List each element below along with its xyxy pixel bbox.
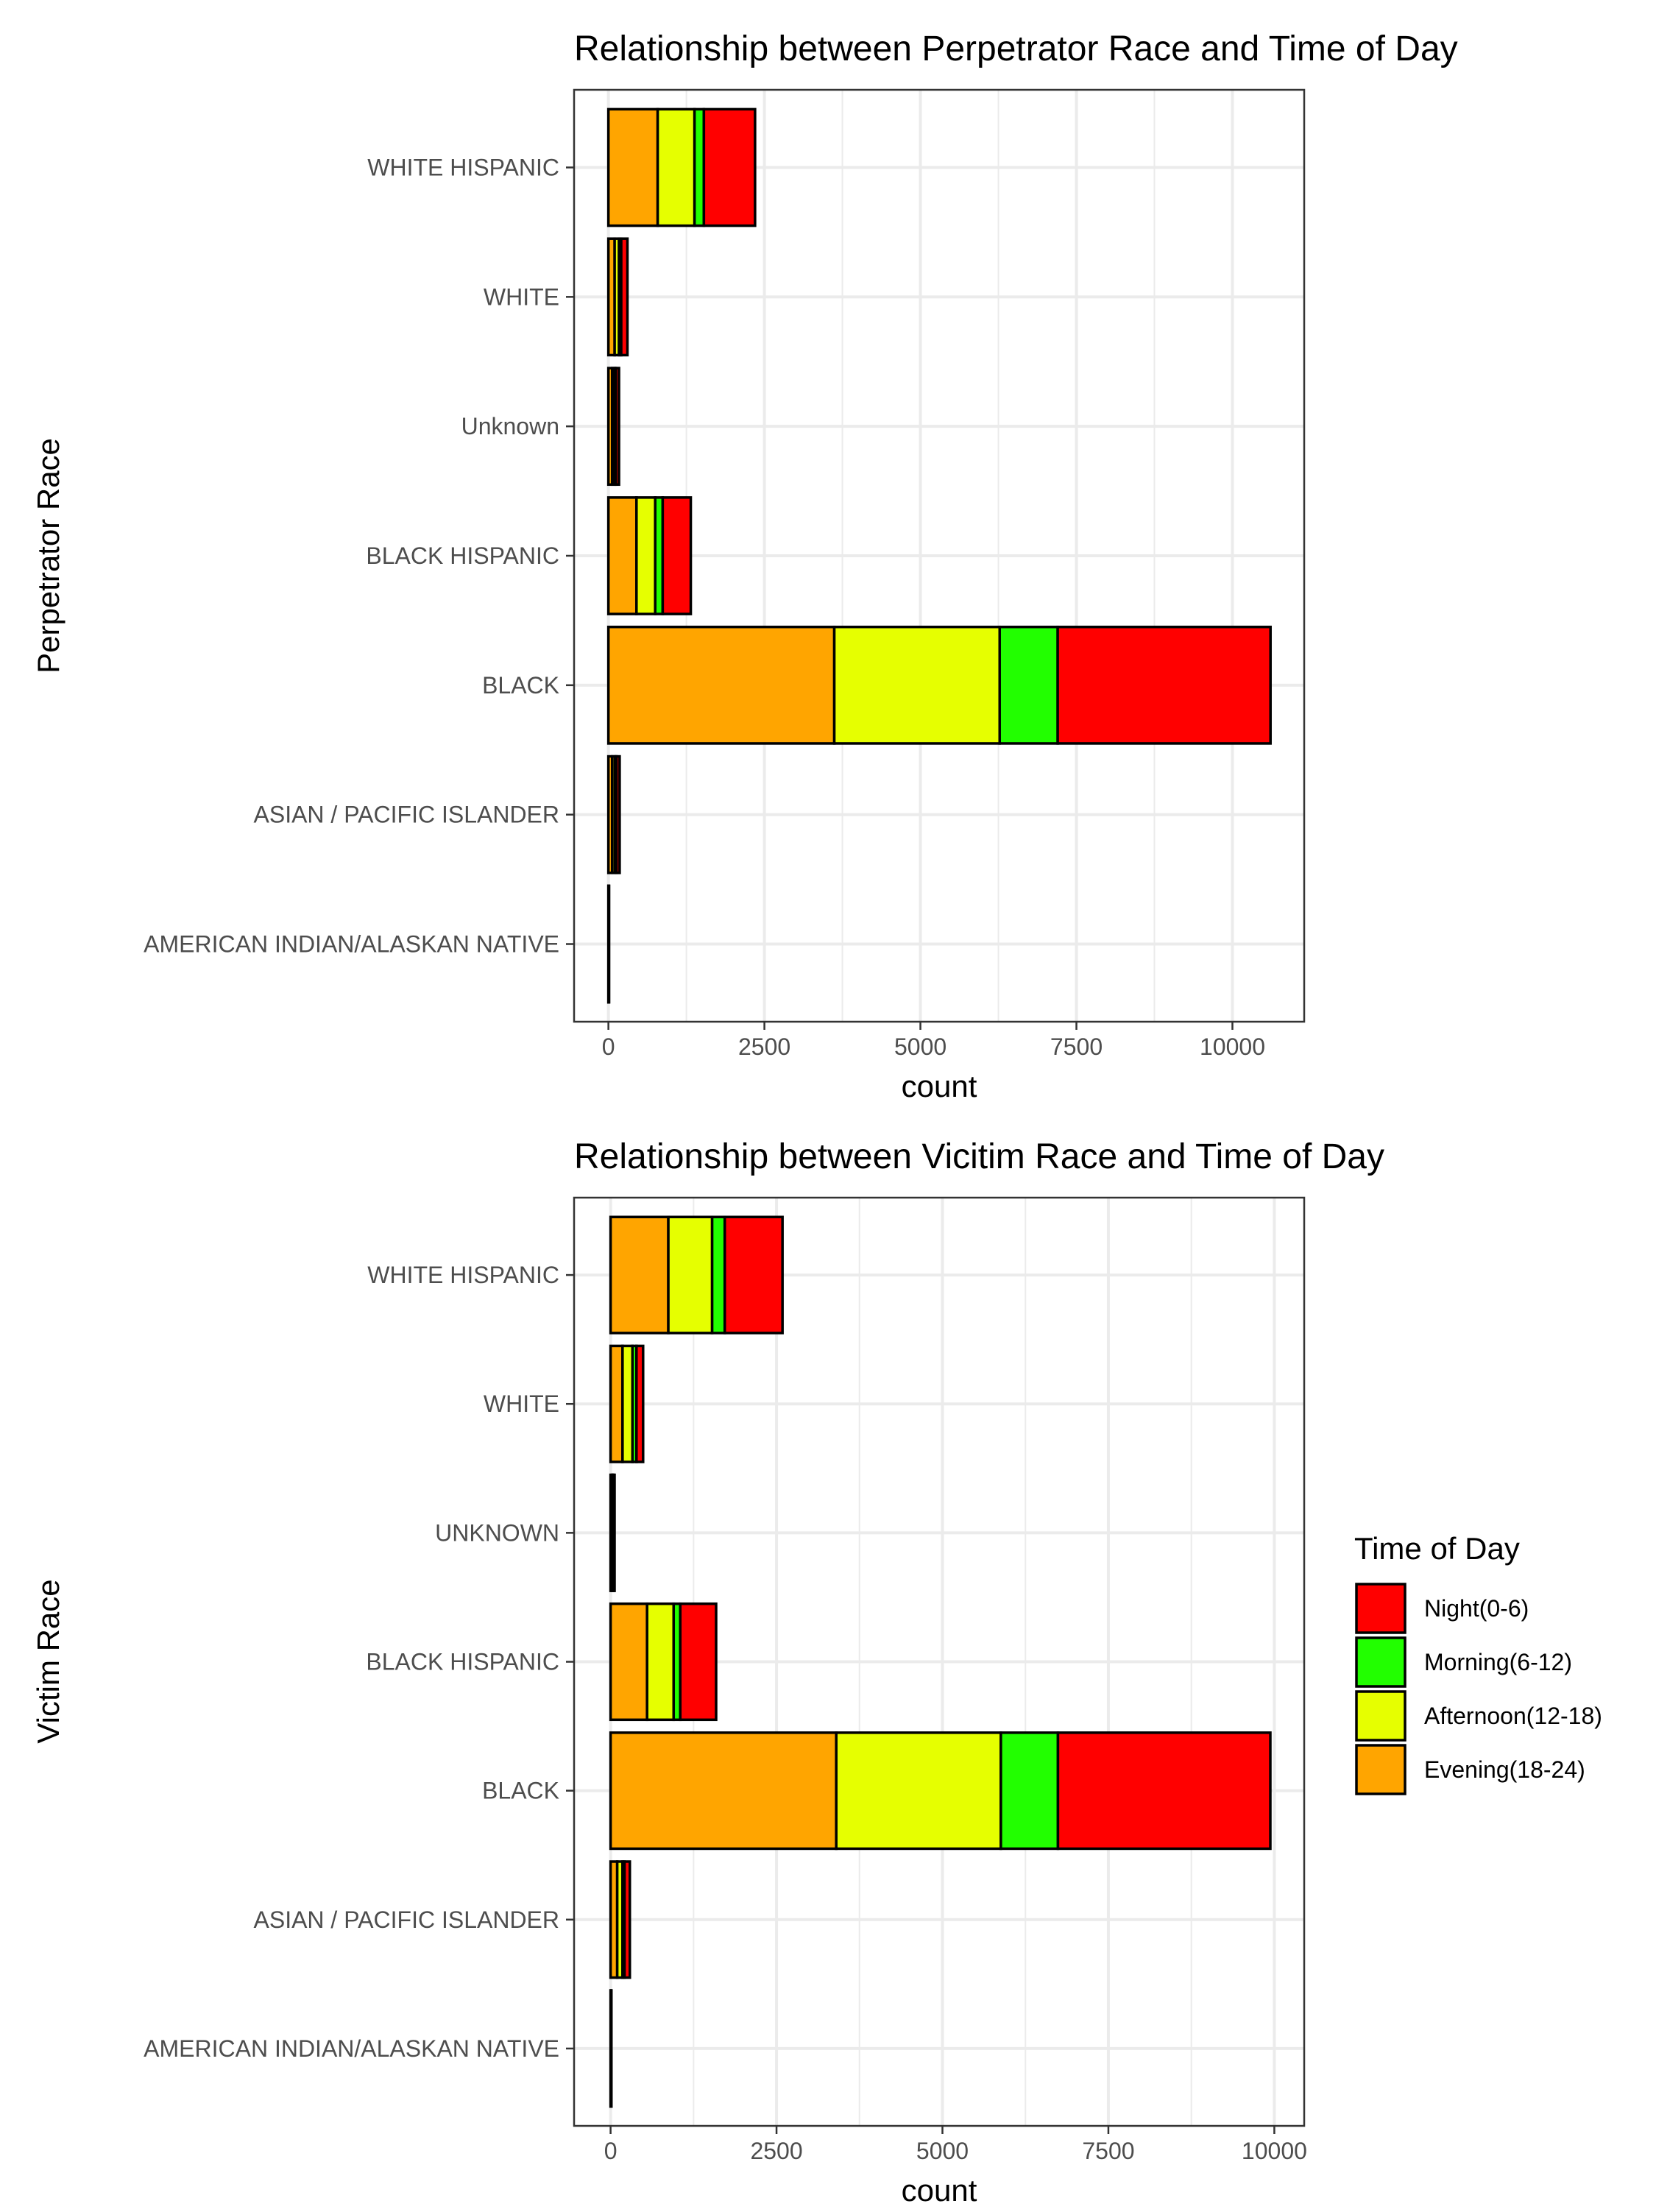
legend-items: Night(0-6) Morning(6-12) Afternoon(12-18) E… bbox=[1355, 1583, 1602, 1795]
bar-black-hispanic-afternoon-12-18 bbox=[635, 496, 657, 615]
bar-white-night-0-6 bbox=[620, 237, 629, 357]
y-tick-label: WHITE HISPANIC bbox=[367, 1262, 559, 1288]
bar-white-hispanic-night-0-6 bbox=[723, 1215, 784, 1335]
bar-asian-pacific-islander-night-0-6 bbox=[623, 1860, 631, 1979]
x-tick-label: 0 bbox=[604, 2138, 618, 2164]
bar-white-hispanic-morning-6-12 bbox=[710, 1215, 726, 1335]
legend-title: Time of Day bbox=[1354, 1531, 1520, 1566]
legend-swatch-evening-18-24 bbox=[1355, 1744, 1406, 1795]
victim-race-chart: Relationship between Vicitim Race and Ti… bbox=[31, 1137, 1384, 2208]
bar-black-hispanic-night-0-6 bbox=[679, 1602, 718, 1722]
plot-panel: 0 2500 5000 7500 10000 AMERICAN INDIAN/ALASKA… bbox=[144, 1196, 1307, 2164]
y-tick-label: BLACK bbox=[482, 672, 559, 699]
bar-white-hispanic-night-0-6 bbox=[702, 107, 757, 227]
x-tick-label: 10000 bbox=[1242, 2138, 1307, 2164]
x-tick-label: 7500 bbox=[1082, 2138, 1134, 2164]
y-tick-label: AMERICAN INDIAN/ALASKAN NATIVE bbox=[144, 2035, 559, 2062]
y-tick-label: ASIAN / PACIFIC ISLANDER bbox=[254, 1907, 560, 1933]
legend-swatch-night-0-6 bbox=[1355, 1583, 1406, 1634]
legend: Time of Day Night(0-6) Morning(6-12) After… bbox=[1354, 1531, 1602, 1795]
bar-white-afternoon-12-18 bbox=[621, 1344, 634, 1463]
x-axis-title: count bbox=[902, 2173, 977, 2208]
y-tick-label: WHITE bbox=[484, 1391, 559, 1417]
x-tick-label: 2500 bbox=[750, 2138, 802, 2164]
bar-unknown-night-0-6 bbox=[615, 367, 620, 487]
bar-white-hispanic-evening-18-24 bbox=[606, 107, 659, 227]
chart-title: Relationship between Perpetrator Race an… bbox=[574, 29, 1458, 68]
y-tick-label: WHITE bbox=[484, 283, 559, 310]
x-tick-label: 7500 bbox=[1050, 1033, 1103, 1060]
x-tick-label: 0 bbox=[602, 1033, 615, 1060]
bar-white-hispanic-afternoon-12-18 bbox=[667, 1215, 714, 1335]
bar-black-morning-6-12 bbox=[999, 1731, 1060, 1851]
bar-black-hispanic-evening-18-24 bbox=[609, 1602, 648, 1722]
plot-panel: 0 2500 5000 7500 10000 AMERICAN INDIAN/ALASKA… bbox=[144, 88, 1306, 1060]
x-tick-label: 5000 bbox=[916, 2138, 969, 2164]
y-tick-label: ASIAN / PACIFIC ISLANDER bbox=[254, 802, 560, 828]
bar-black-hispanic-night-0-6 bbox=[661, 496, 693, 615]
y-tick-label: BLACK HISPANIC bbox=[366, 1649, 559, 1675]
y-tick-label: BLACK HISPANIC bbox=[366, 543, 559, 569]
bar-white-hispanic-morning-6-12 bbox=[693, 107, 706, 227]
bar-black-afternoon-12-18 bbox=[832, 625, 1001, 745]
bar-black-hispanic-afternoon-12-18 bbox=[645, 1602, 676, 1722]
legend-label-evening-18-24: Evening(18-24) bbox=[1424, 1756, 1585, 1783]
y-axis-title: Victim Race bbox=[31, 1579, 66, 1743]
legend-swatch-morning-6-12 bbox=[1355, 1636, 1406, 1688]
y-tick-label: WHITE HISPANIC bbox=[367, 155, 559, 181]
y-tick-label: BLACK bbox=[482, 1778, 559, 1804]
bar-unknown-night-0-6 bbox=[612, 1473, 616, 1592]
x-tick-label: 2500 bbox=[738, 1033, 790, 1060]
chart-title: Relationship between Vicitim Race and Ti… bbox=[574, 1137, 1384, 1176]
x-axis-title: count bbox=[902, 1069, 977, 1103]
bar-asian-pacific-islander-night-0-6 bbox=[615, 755, 621, 874]
bar-american-indian-alaskan-native-night-0-6 bbox=[609, 1989, 613, 2108]
y-tick-label: AMERICAN INDIAN/ALASKAN NATIVE bbox=[144, 931, 559, 958]
bar-black-hispanic-evening-18-24 bbox=[606, 496, 638, 615]
bar-black-night-0-6 bbox=[1056, 1731, 1272, 1851]
bar-black-evening-18-24 bbox=[606, 625, 836, 745]
y-tick-label: Unknown bbox=[461, 413, 559, 439]
y-tick-label: UNKNOWN bbox=[435, 1519, 559, 1546]
y-axis-title: Perpetrator Race bbox=[31, 438, 66, 674]
legend-label-afternoon-12-18: Afternoon(12-18) bbox=[1424, 1703, 1602, 1729]
bar-black-morning-6-12 bbox=[998, 625, 1059, 745]
legend-swatch-afternoon-12-18 bbox=[1355, 1690, 1406, 1742]
bar-white-evening-18-24 bbox=[609, 1344, 624, 1463]
bar-black-evening-18-24 bbox=[609, 1731, 838, 1851]
legend-label-night-0-6: Night(0-6) bbox=[1424, 1595, 1529, 1622]
bar-black-afternoon-12-18 bbox=[835, 1731, 1002, 1851]
legend-label-morning-6-12: Morning(6-12) bbox=[1424, 1649, 1572, 1675]
perpetrator-race-chart: Relationship between Perpetrator Race an… bbox=[31, 29, 1458, 1103]
bar-white-hispanic-evening-18-24 bbox=[609, 1215, 670, 1335]
bar-black-night-0-6 bbox=[1056, 625, 1272, 745]
bar-white-night-0-6 bbox=[635, 1344, 645, 1463]
bar-white-hispanic-afternoon-12-18 bbox=[656, 107, 696, 227]
x-tick-label: 5000 bbox=[894, 1033, 946, 1060]
x-tick-label: 10000 bbox=[1200, 1033, 1265, 1060]
